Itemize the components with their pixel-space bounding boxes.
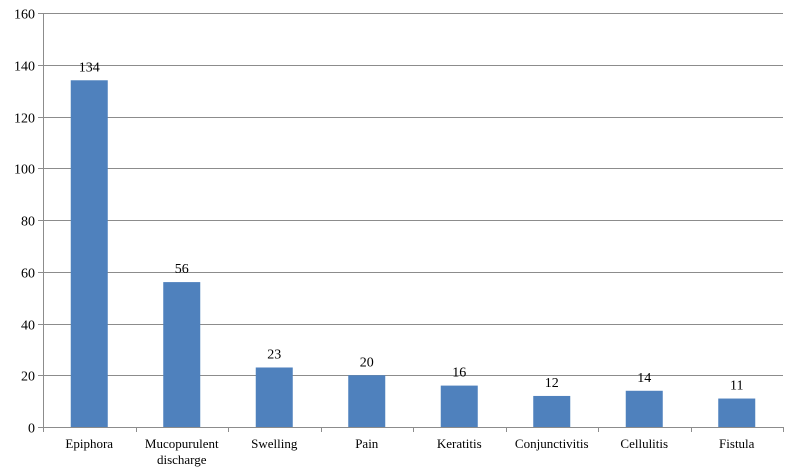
data-label: 56: [175, 262, 189, 277]
data-label: 20: [360, 355, 374, 370]
y-tick-label: 160: [14, 8, 35, 23]
x-tick-label: Mucopurulent discharge: [145, 436, 219, 467]
bars: [70, 80, 756, 428]
data-label: 23: [267, 347, 281, 362]
x-tick-label: Conjunctivitis: [515, 436, 589, 451]
x-tick-label: Fistula: [719, 436, 755, 451]
y-tick-label: 140: [14, 60, 35, 75]
bar: [255, 367, 293, 427]
y-tick-label: 100: [14, 163, 35, 178]
x-tick-label: Pain: [355, 436, 379, 451]
x-tick-label: Keratitis: [437, 436, 482, 451]
data-label: 12: [545, 376, 559, 391]
data-label: 11: [730, 379, 743, 394]
gridlines: [43, 13, 783, 376]
x-axis-ticks: Epiphora Mucopurulent discharge Swelling Pai…: [43, 427, 784, 467]
data-label: 14: [637, 371, 651, 386]
bar: [348, 375, 386, 427]
y-tick-label: 40: [21, 319, 35, 334]
bar: [718, 398, 756, 427]
bar: [440, 385, 478, 427]
x-tick-label: Cellulitis: [620, 436, 668, 451]
bar: [533, 395, 571, 427]
data-label: 16: [452, 366, 466, 381]
y-tick-label: 60: [21, 267, 35, 282]
bar: [70, 80, 108, 428]
x-tick-label: Swelling: [251, 436, 298, 451]
bar: [625, 390, 663, 427]
data-labels: 134 56 23 20 16 12 14 11: [79, 60, 744, 393]
bar: [163, 282, 201, 427]
y-tick-label: 120: [14, 112, 35, 127]
y-axis-ticks: 0 20 40 60 80 100 120 140 160: [14, 8, 43, 437]
data-label: 134: [79, 60, 100, 75]
y-tick-label: 0: [28, 422, 35, 437]
y-tick-label: 20: [21, 370, 35, 385]
y-tick-label: 80: [21, 215, 35, 230]
x-tick-label: Epiphora: [65, 436, 113, 451]
